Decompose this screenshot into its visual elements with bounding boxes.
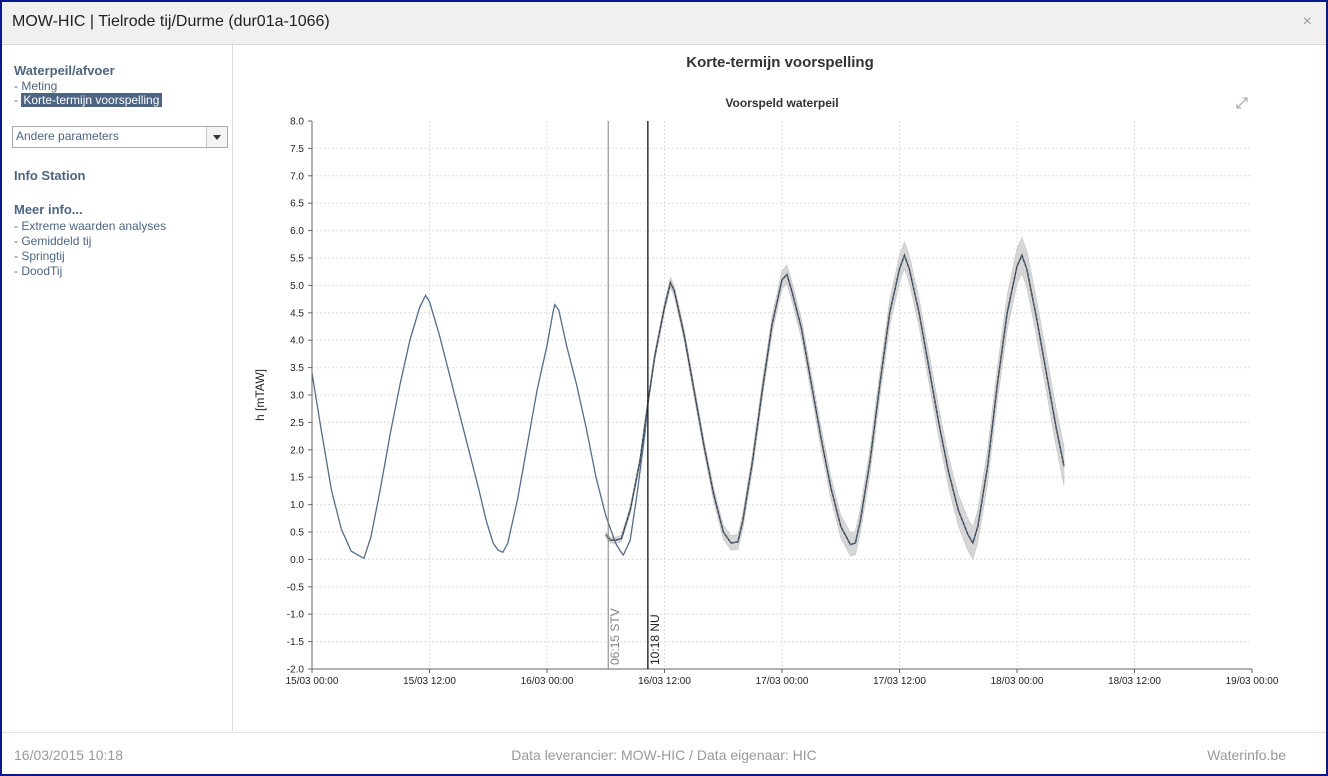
y-tick-label: 5.5	[290, 254, 304, 265]
info-station-link[interactable]: Info Station	[14, 168, 86, 183]
footer-brand[interactable]: Waterinfo.be	[1207, 747, 1286, 763]
sidebar: Waterpeil/afvoer - Meting - Korte-termij…	[2, 45, 233, 731]
expand-icon	[1236, 97, 1248, 109]
y-tick-label: 4.5	[290, 308, 304, 319]
chevron-down-icon[interactable]	[206, 127, 227, 147]
sidebar-item-extreme-waarden[interactable]: - Extreme waarden analyses	[14, 219, 167, 233]
y-tick-label: -2.0	[287, 665, 305, 676]
sidebar-item-doodtij[interactable]: - DoodTij	[14, 264, 63, 278]
waterlevel-chart: 8.0 7.5 7.0 6.5 6.0 5.5 5.0 4.5 4.0 3.5 3.0 2.5 2.0 1…	[253, 96, 1279, 687]
x-tick-label: 18/03 00:00	[991, 676, 1044, 687]
sidebar-item-gemiddeld-tij[interactable]: - Gemiddeld tij	[14, 234, 92, 248]
footer-timestamp: 16/03/2015 10:18	[14, 747, 123, 763]
x-tick-label: 18/03 12:00	[1108, 676, 1161, 687]
y-tick-label: 7.5	[290, 144, 304, 155]
chart-title: Voorspeld waterpeil	[725, 96, 838, 110]
chart-container: 8.0 7.5 7.0 6.5 6.0 5.5 5.0 4.5 4.0 3.5 3.0 2.5 2.0 1…	[234, 45, 1326, 731]
footer: 16/03/2015 10:18 Data leverancier: MOW-H…	[2, 732, 1326, 774]
y-tick-label: 4.0	[290, 336, 304, 347]
marker-label: 10:18 NU	[648, 614, 662, 665]
y-tick-label: 3.0	[290, 391, 304, 402]
marker-label: 06:15 STV	[608, 608, 622, 665]
y-tick-label: 0.5	[290, 528, 304, 539]
close-icon[interactable]: ×	[1302, 13, 1312, 30]
section-title-waterpeil: Waterpeil/afvoer	[14, 63, 115, 78]
y-tick-label: -0.5	[287, 582, 305, 593]
x-tick-label: 15/03 00:00	[286, 676, 339, 687]
y-tick-label: 1.0	[290, 500, 304, 511]
y-tick-label: 8.0	[290, 117, 304, 128]
x-tick-label: 19/03 00:00	[1226, 676, 1279, 687]
parameters-dropdown[interactable]: Andere parameters	[12, 126, 228, 148]
x-tick-label: 15/03 12:00	[403, 676, 456, 687]
dropdown-value: Andere parameters	[16, 129, 119, 143]
forecast-uncertainty-band	[605, 236, 1065, 560]
x-tick-label: 17/03 12:00	[873, 676, 926, 687]
sidebar-item-springtij[interactable]: - Springtij	[14, 249, 65, 263]
window-title: MOW-HIC | Tielrode tij/Durme (dur01a-106…	[12, 13, 330, 30]
y-axis-label: h [mTAW]	[253, 369, 267, 421]
measured-series-line	[311, 293, 649, 560]
sidebar-item-meting[interactable]: - Meting	[14, 79, 58, 93]
y-tick-label: 3.5	[290, 363, 304, 374]
y-tick-label: 2.5	[290, 418, 304, 429]
main-panel: Korte-termijn voorspelling 8.0 7.5 7.0 6.5 6…	[234, 45, 1326, 731]
sidebar-item-prefix: -	[14, 93, 22, 107]
y-tick-label: 1.5	[290, 473, 304, 484]
y-tick-label: -1.0	[287, 610, 305, 621]
y-tick-label: 7.0	[290, 171, 304, 182]
page-title: Korte-termijn voorspelling	[686, 54, 874, 71]
y-tick-label: 6.5	[290, 199, 304, 210]
y-tick-label: 5.0	[290, 281, 304, 292]
x-tick-label: 16/03 00:00	[521, 676, 574, 687]
x-tick-label: 17/03 00:00	[756, 676, 809, 687]
y-tick-label: -1.5	[287, 637, 305, 648]
footer-provider: Data leverancier: MOW-HIC / Data eigenaa…	[511, 747, 817, 763]
forecast-series-line	[605, 253, 1065, 546]
y-tick-label: 0.0	[290, 555, 304, 566]
y-tick-label: 6.0	[290, 226, 304, 237]
sidebar-item-korte-termijn[interactable]: - Korte-termijn voorspelling	[14, 93, 163, 107]
x-tick-label: 16/03 12:00	[638, 676, 691, 687]
sidebar-item-selected-label: Korte-termijn voorspelling	[21, 93, 163, 107]
y-tick-label: 2.0	[290, 445, 304, 456]
window-titlebar: MOW-HIC | Tielrode tij/Durme (dur01a-106…	[2, 2, 1326, 45]
section-title-meer-info: Meer info...	[14, 202, 83, 217]
